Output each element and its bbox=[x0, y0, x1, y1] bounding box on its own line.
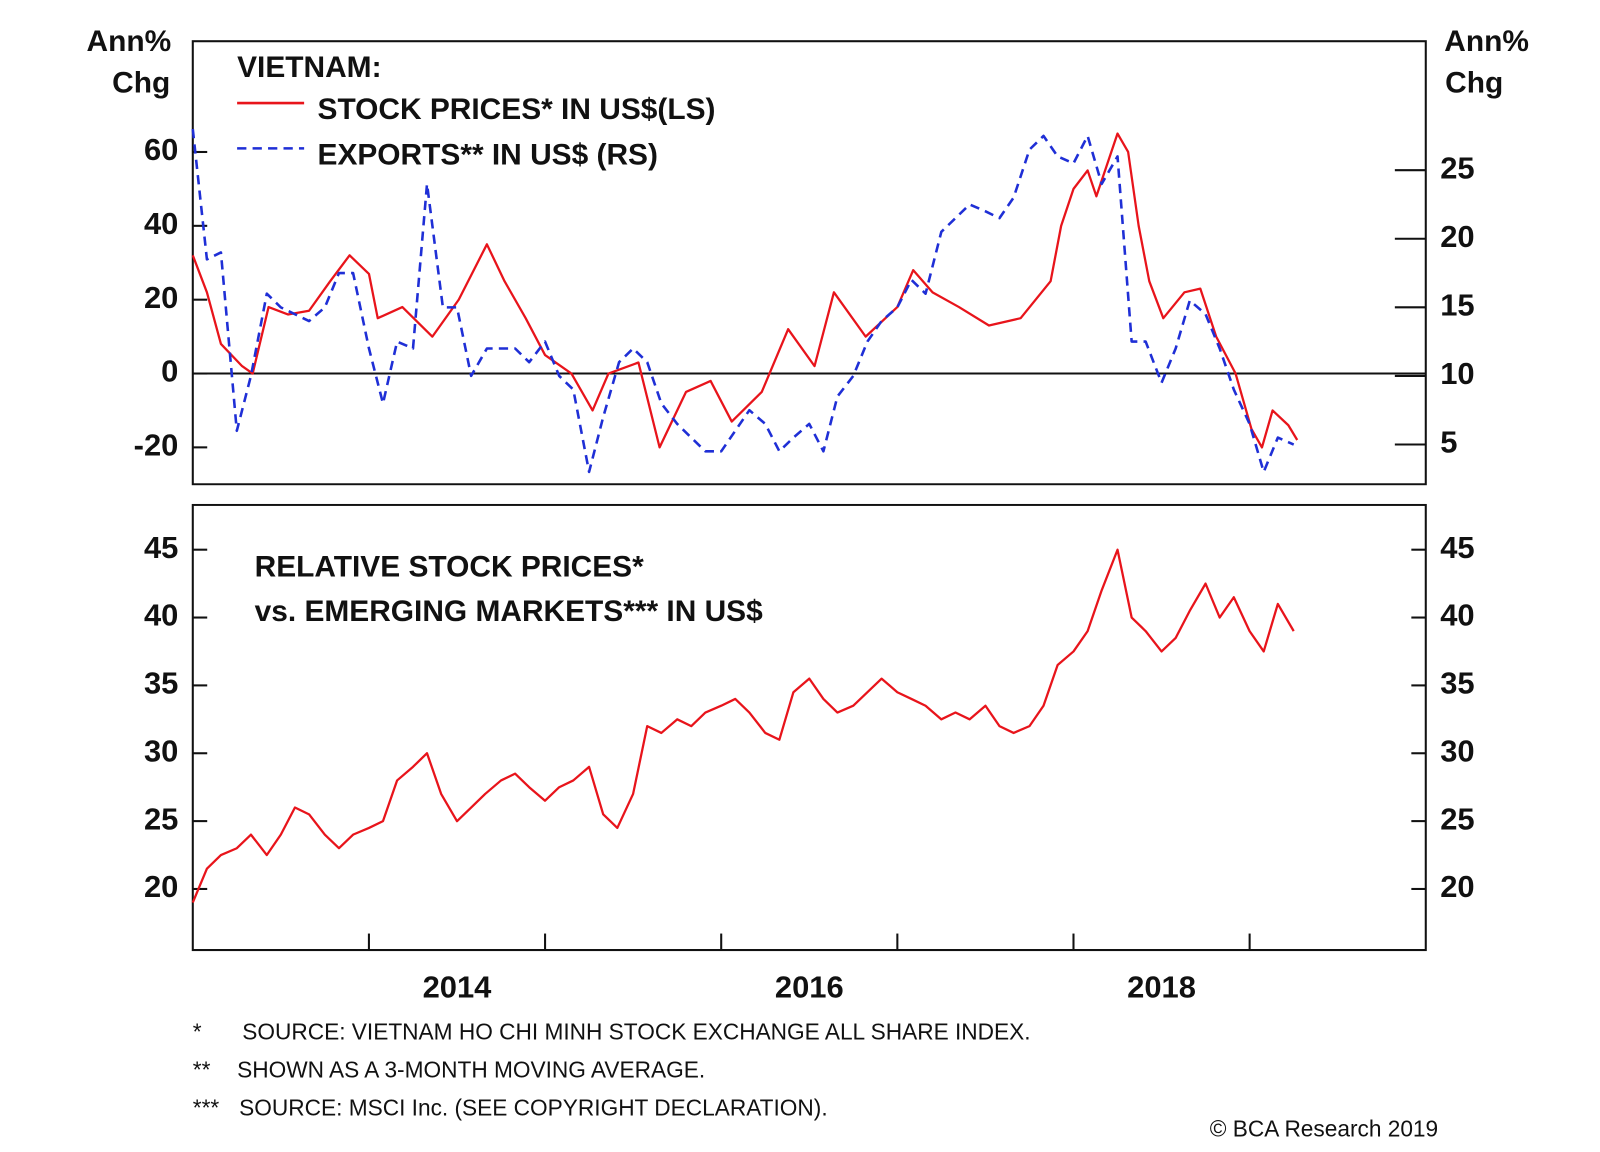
footnote: SOURCE: MSCI Inc. (SEE COPYRIGHT DECLARA… bbox=[239, 1095, 827, 1121]
y-tick-label: 30 bbox=[144, 733, 178, 768]
y-tick-label: 40 bbox=[144, 206, 178, 241]
x-tick-label: 2014 bbox=[423, 969, 493, 1004]
y2-tick-label: 20 bbox=[1440, 869, 1474, 904]
series-line bbox=[191, 132, 1299, 449]
y-tick-label: 45 bbox=[144, 530, 178, 565]
y-label: Chg bbox=[112, 66, 170, 99]
y-tick-label: 35 bbox=[144, 666, 178, 701]
legend-label: EXPORTS** IN US$ (RS) bbox=[318, 139, 658, 172]
y-tick-label: 25 bbox=[144, 801, 178, 836]
y2-tick-label: 10 bbox=[1440, 356, 1474, 391]
y-tick-label: 60 bbox=[144, 132, 178, 167]
legend-title: VIETNAM: bbox=[237, 51, 381, 84]
y-tick-label: 20 bbox=[144, 280, 178, 315]
y2-tick-label: 5 bbox=[1440, 425, 1457, 460]
y-label: Ann% bbox=[87, 25, 172, 58]
footnote-marker: *** bbox=[193, 1095, 220, 1121]
y-tick-label: 20 bbox=[144, 869, 178, 904]
footnote-marker: ** bbox=[193, 1057, 211, 1083]
y-tick-label: -20 bbox=[134, 428, 179, 463]
y2-label: Ann% bbox=[1444, 25, 1529, 58]
y-tick-label: 0 bbox=[161, 354, 178, 389]
y2-tick-label: 35 bbox=[1440, 666, 1474, 701]
credit: © BCA Research 2019 bbox=[1210, 1115, 1438, 1141]
y-tick-label: 40 bbox=[144, 598, 178, 633]
footnote-marker: * bbox=[193, 1018, 202, 1044]
y2-tick-label: 25 bbox=[1440, 150, 1474, 185]
series-line bbox=[191, 128, 1295, 474]
top-frame bbox=[191, 40, 1427, 486]
y2-tick-label: 15 bbox=[1440, 288, 1474, 323]
y2-tick-label: 20 bbox=[1440, 219, 1474, 254]
series-line bbox=[191, 548, 1295, 903]
legend-label: STOCK PRICES* IN US$(LS) bbox=[318, 93, 716, 126]
y2-tick-label: 45 bbox=[1440, 530, 1474, 565]
footnote: SOURCE: VIETNAM HO CHI MINH STOCK EXCHAN… bbox=[242, 1018, 1030, 1044]
annotation: RELATIVE STOCK PRICES* bbox=[255, 551, 644, 584]
y2-tick-label: 30 bbox=[1440, 733, 1474, 768]
x-tick-label: 2016 bbox=[775, 969, 844, 1004]
y2-label: Chg bbox=[1445, 66, 1503, 99]
annotation: vs. EMERGING MARKETS*** IN US$ bbox=[255, 595, 763, 628]
y2-tick-label: 25 bbox=[1440, 801, 1474, 836]
bottom-frame bbox=[191, 503, 1427, 952]
y2-tick-label: 40 bbox=[1440, 598, 1474, 633]
x-tick-label: 2018 bbox=[1127, 969, 1196, 1004]
panel-gap bbox=[181, 485, 1440, 504]
footnote: SHOWN AS A 3-MONTH MOVING AVERAGE. bbox=[237, 1057, 705, 1083]
